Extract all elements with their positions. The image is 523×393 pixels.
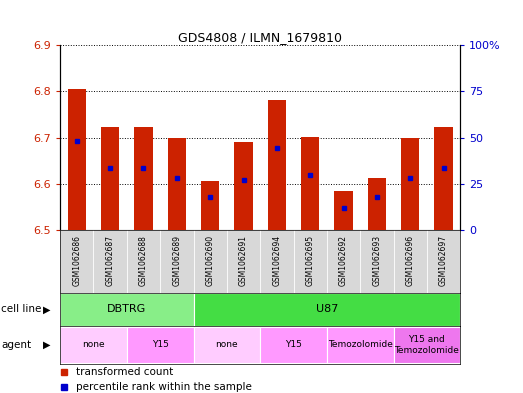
- Bar: [201, 182, 219, 230]
- Text: cell line: cell line: [1, 305, 41, 314]
- Bar: [194, 327, 260, 363]
- Text: GSM1062697: GSM1062697: [439, 235, 448, 286]
- Text: GSM1062695: GSM1062695: [306, 235, 315, 286]
- Bar: [334, 191, 353, 230]
- Text: GSM1062688: GSM1062688: [139, 235, 148, 286]
- Text: none: none: [215, 340, 238, 349]
- Text: GSM1062689: GSM1062689: [173, 235, 181, 286]
- Text: none: none: [82, 340, 105, 349]
- Bar: [67, 89, 86, 230]
- Bar: [101, 127, 119, 230]
- Text: agent: agent: [1, 340, 31, 350]
- Text: Y15 and
Temozolomide: Y15 and Temozolomide: [394, 335, 459, 354]
- Text: GSM1062696: GSM1062696: [406, 235, 415, 286]
- Bar: [134, 127, 153, 230]
- Text: GSM1062686: GSM1062686: [72, 235, 81, 286]
- Bar: [260, 327, 327, 363]
- Bar: [435, 127, 453, 230]
- Text: percentile rank within the sample: percentile rank within the sample: [76, 382, 252, 392]
- Bar: [401, 138, 419, 230]
- Text: GSM1062694: GSM1062694: [272, 235, 281, 286]
- Text: U87: U87: [316, 305, 338, 314]
- Bar: [168, 138, 186, 230]
- Text: Y15: Y15: [285, 340, 302, 349]
- Bar: [368, 178, 386, 230]
- Bar: [127, 327, 194, 363]
- Bar: [268, 100, 286, 230]
- Text: GSM1062693: GSM1062693: [372, 235, 381, 286]
- Bar: [327, 327, 393, 363]
- Text: Temozolomide: Temozolomide: [328, 340, 393, 349]
- Text: GSM1062692: GSM1062692: [339, 235, 348, 286]
- Bar: [234, 142, 253, 230]
- Bar: [60, 327, 127, 363]
- Text: GSM1062687: GSM1062687: [106, 235, 115, 286]
- Bar: [394, 327, 460, 363]
- Text: transformed count: transformed count: [76, 367, 174, 377]
- Text: GSM1062690: GSM1062690: [206, 235, 214, 286]
- Text: ▶: ▶: [43, 305, 51, 314]
- Bar: [194, 294, 460, 325]
- Text: GSM1062691: GSM1062691: [239, 235, 248, 286]
- Bar: [60, 294, 194, 325]
- Text: Y15: Y15: [152, 340, 168, 349]
- Text: ▶: ▶: [43, 340, 51, 350]
- Bar: [301, 137, 320, 230]
- Text: DBTRG: DBTRG: [107, 305, 146, 314]
- Title: GDS4808 / ILMN_1679810: GDS4808 / ILMN_1679810: [178, 31, 342, 44]
